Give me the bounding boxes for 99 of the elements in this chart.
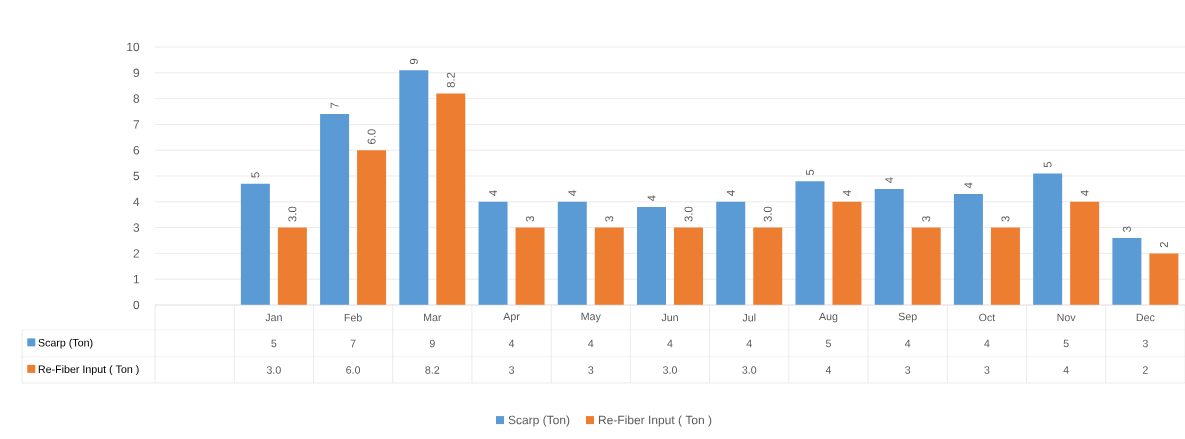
data-label: 9	[429, 339, 435, 348]
bar	[911, 227, 941, 305]
x-tick-label: Nov	[1057, 313, 1076, 322]
text: 8.2	[446, 72, 455, 88]
text: 5	[806, 169, 814, 176]
data-label: 4	[667, 339, 673, 348]
bar	[1112, 237, 1142, 305]
data-label: 5	[1063, 339, 1069, 348]
text: 4	[489, 190, 497, 196]
text: 6.0	[367, 129, 376, 145]
y-tick-label: 6	[133, 145, 140, 155]
text: Re-Fiber Input ( Ton )	[38, 365, 139, 376]
data-label: 4	[984, 339, 990, 348]
bar	[515, 227, 545, 305]
text: 9	[409, 58, 418, 65]
data-label: 3.0	[742, 366, 757, 374]
text: 3	[1122, 226, 1131, 232]
text: 3.0	[684, 206, 693, 222]
text: 3	[1001, 216, 1010, 222]
text: 3	[605, 216, 614, 222]
data-label: 6.0	[346, 366, 361, 374]
legend-label: Scarp (Ton)	[508, 415, 570, 427]
bar	[399, 70, 429, 305]
x-tick-label: Aug	[818, 312, 838, 323]
text: 4	[568, 190, 577, 196]
y-tick-label: 2	[133, 249, 140, 258]
bar	[1149, 253, 1179, 305]
bar	[594, 227, 624, 305]
data-label: 4	[588, 339, 594, 348]
x-tick-label: Jul	[742, 313, 756, 322]
text: 4	[1080, 190, 1089, 196]
x-tick-label: Jan	[265, 313, 282, 322]
bar	[716, 201, 746, 305]
bar	[557, 201, 587, 305]
bar	[357, 150, 387, 305]
bar	[795, 181, 825, 305]
x-tick-label: Oct	[979, 313, 996, 322]
text: 3.0	[763, 206, 772, 222]
data-label: 3	[1142, 339, 1148, 348]
text: 3.0	[288, 206, 297, 222]
x-tick-label: Dec	[1136, 313, 1155, 322]
text: 3	[922, 216, 931, 222]
text: 4	[726, 190, 735, 196]
text: 4	[885, 177, 894, 184]
text: 3	[526, 216, 535, 222]
data-label: 4	[1063, 366, 1069, 374]
legend-label: Re-Fiber Input ( Ton )	[598, 415, 712, 427]
data-label: 4	[904, 339, 911, 348]
bar	[1033, 173, 1063, 305]
text: 5	[1043, 161, 1052, 168]
data-label: 4	[746, 339, 752, 348]
data-label: 3	[588, 366, 594, 374]
y-tick-label: 7	[133, 120, 140, 129]
data-label: 3	[905, 366, 911, 374]
bar	[832, 201, 862, 305]
x-tick-label: Feb	[344, 313, 362, 322]
x-tick-label: Mar	[424, 313, 442, 322]
x-tick-label: Jun	[661, 313, 678, 322]
y-tick-label: 4	[133, 197, 140, 206]
text: 2	[1159, 242, 1168, 248]
y-tick-label: 1	[133, 275, 140, 284]
data-label: 3	[984, 366, 990, 374]
bar	[478, 201, 508, 305]
y-tick-label: 10	[127, 42, 140, 52]
bar	[953, 194, 983, 305]
y-tick-label: 0	[133, 300, 140, 310]
data-label: 2	[1142, 366, 1148, 374]
bar	[874, 188, 904, 305]
bar	[436, 93, 466, 305]
data-label: 5	[271, 339, 277, 348]
x-tick-label: May	[581, 312, 601, 323]
text: 7	[330, 102, 339, 108]
bar	[277, 227, 307, 305]
bar	[990, 227, 1020, 305]
text: 4	[964, 182, 973, 189]
bar	[637, 206, 667, 305]
text: 4	[647, 195, 656, 202]
bar	[1070, 201, 1100, 305]
x-tick-label: Sep	[898, 312, 917, 323]
y-tick-label: 3	[133, 223, 140, 232]
data-label: 4	[825, 366, 832, 374]
bar	[753, 227, 783, 305]
text: Scarp (Ton)	[38, 338, 93, 349]
y-tick-label: 8	[133, 94, 140, 103]
data-label: 5	[825, 339, 831, 348]
y-tick-label: 5	[133, 171, 140, 181]
y-tick-label: 9	[133, 68, 140, 78]
bar	[674, 227, 703, 305]
text: 4	[843, 190, 851, 196]
bar	[320, 114, 350, 305]
data-label: 7	[350, 339, 356, 348]
data-label: 3.0	[266, 366, 281, 374]
data-label: 4	[508, 339, 515, 348]
data-label: 3.0	[662, 366, 678, 374]
x-tick-label: Apr	[503, 312, 520, 323]
text: 5	[251, 172, 260, 178]
data-label: 8.2	[425, 366, 440, 374]
bar	[240, 183, 270, 305]
data-label: 3	[508, 366, 515, 374]
